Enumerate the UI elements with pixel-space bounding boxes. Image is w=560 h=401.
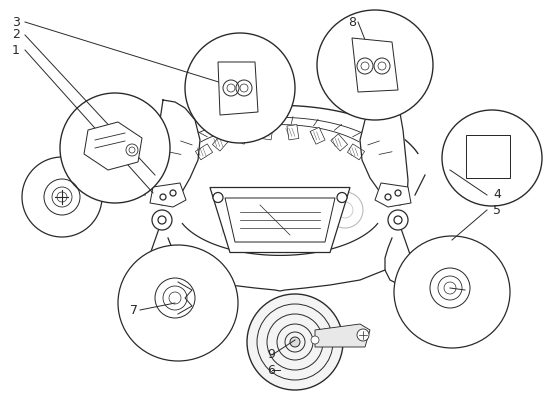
Bar xyxy=(212,134,229,151)
Text: 1: 1 xyxy=(12,43,20,57)
Text: partsklop.nl: partsklop.nl xyxy=(220,223,290,237)
Polygon shape xyxy=(352,38,398,92)
Ellipse shape xyxy=(442,110,542,206)
Text: 9: 9 xyxy=(267,348,275,361)
Polygon shape xyxy=(84,122,142,170)
Circle shape xyxy=(395,190,401,196)
Ellipse shape xyxy=(118,245,238,361)
Circle shape xyxy=(152,210,172,230)
Text: 5: 5 xyxy=(493,203,501,217)
Ellipse shape xyxy=(394,236,510,348)
Circle shape xyxy=(388,210,408,230)
Polygon shape xyxy=(315,324,370,347)
Bar xyxy=(235,127,250,144)
Bar xyxy=(261,125,273,140)
Circle shape xyxy=(160,194,166,200)
Bar xyxy=(310,127,325,144)
Text: 4: 4 xyxy=(493,188,501,201)
Circle shape xyxy=(247,294,343,390)
Bar xyxy=(287,125,299,140)
Text: 7: 7 xyxy=(130,304,138,316)
Circle shape xyxy=(290,337,300,347)
Bar xyxy=(331,134,348,151)
Text: 2: 2 xyxy=(12,28,20,41)
Ellipse shape xyxy=(22,157,102,237)
Bar xyxy=(195,144,213,160)
Polygon shape xyxy=(218,62,258,115)
Polygon shape xyxy=(225,198,335,242)
Circle shape xyxy=(170,190,176,196)
Text: 3: 3 xyxy=(12,16,20,28)
Circle shape xyxy=(357,329,369,341)
Polygon shape xyxy=(150,183,186,207)
Circle shape xyxy=(337,192,347,203)
Polygon shape xyxy=(153,100,200,205)
Ellipse shape xyxy=(185,33,295,143)
Ellipse shape xyxy=(60,93,170,203)
Polygon shape xyxy=(360,96,408,205)
Ellipse shape xyxy=(317,10,433,120)
Text: 6: 6 xyxy=(267,363,275,377)
Polygon shape xyxy=(375,183,411,207)
Circle shape xyxy=(213,192,223,203)
Polygon shape xyxy=(210,188,350,253)
Bar xyxy=(347,144,365,160)
Polygon shape xyxy=(466,135,510,178)
Circle shape xyxy=(311,336,319,344)
Circle shape xyxy=(385,194,391,200)
Text: 8: 8 xyxy=(348,16,356,28)
